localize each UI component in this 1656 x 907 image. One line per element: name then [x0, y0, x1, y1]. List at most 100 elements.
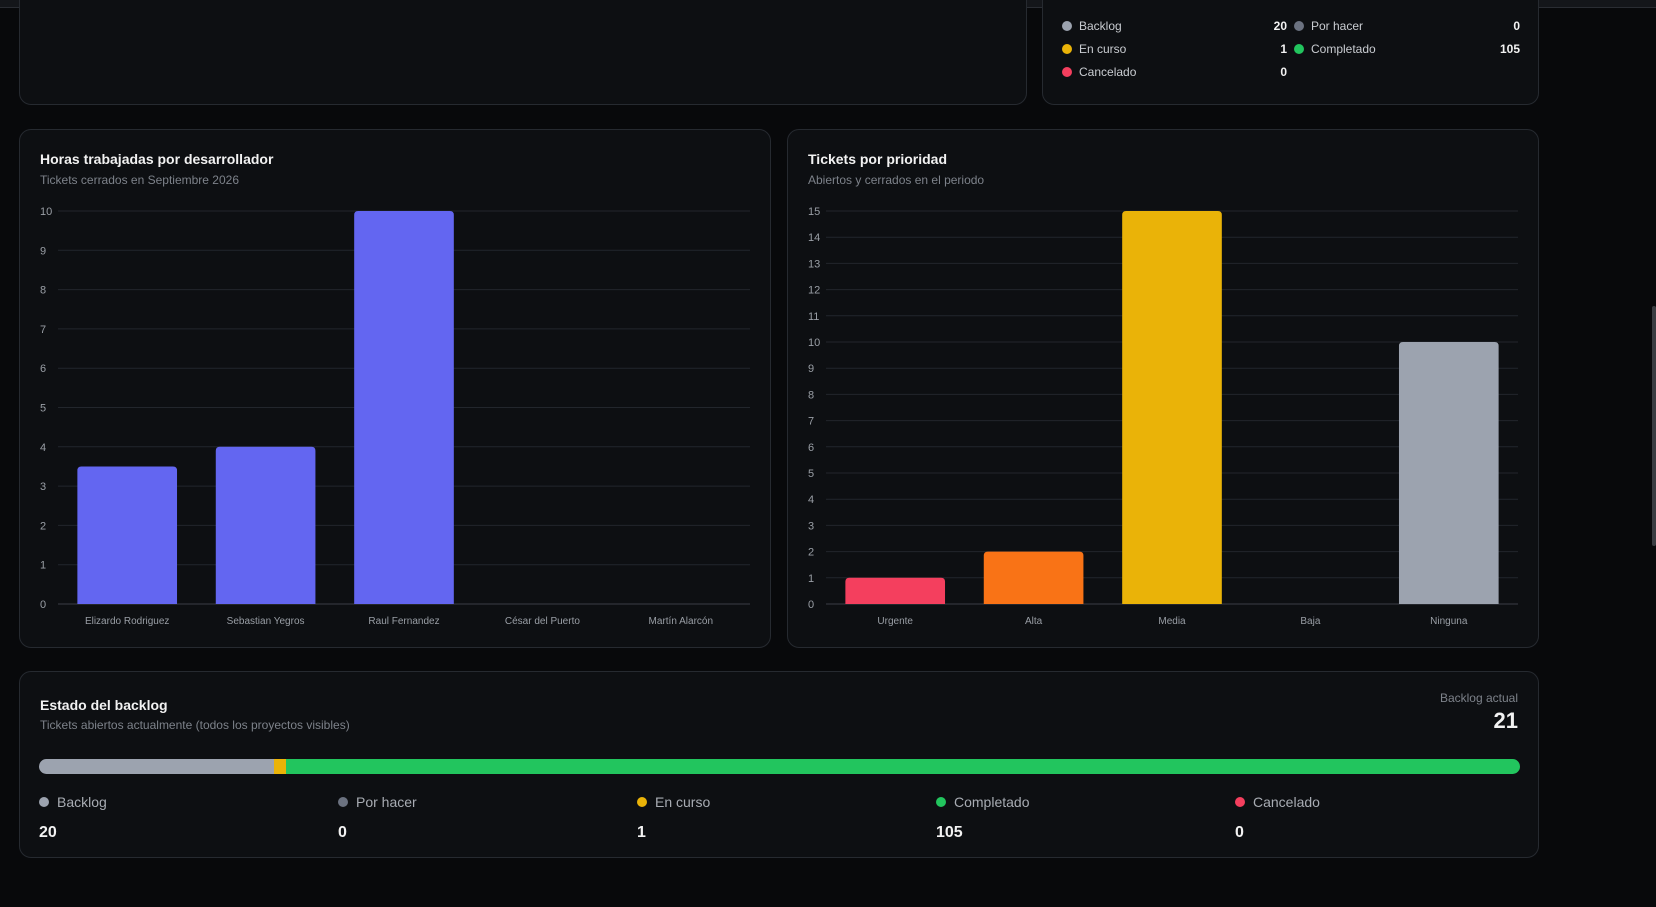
status-dot-icon: [1235, 797, 1245, 807]
priority-y-tick-label: 7: [808, 416, 814, 428]
summary-item-value: 0: [1280, 65, 1287, 79]
priority-y-tick-label: 4: [808, 494, 814, 506]
priority-y-tick-label: 12: [808, 285, 820, 297]
hours-chart-card: Horas trabajadas por desarrollador Ticke…: [19, 129, 771, 648]
hours-y-tick-label: 3: [40, 481, 46, 493]
hours-bar-elizardo-rodriguez[interactable]: [77, 466, 178, 604]
priority-x-tick-label: Baja: [1300, 616, 1320, 627]
backlog-item-por-hacer: Por hacer 0: [338, 794, 417, 842]
priority-x-tick-label: Urgente: [877, 616, 913, 627]
priority-y-tick-label: 15: [808, 206, 820, 218]
hours-y-tick-label: 7: [40, 324, 46, 336]
summary-item-completado: Completado: [1294, 42, 1376, 56]
priority-y-tick-label: 14: [808, 232, 820, 244]
hours-y-tick-label: 9: [40, 245, 46, 257]
hours-y-tick-label: 4: [40, 442, 46, 454]
summary-item-label: En curso: [1079, 42, 1127, 56]
hours-x-tick-label: Martín Alarcón: [649, 616, 713, 627]
hours-x-tick-label: César del Puerto: [505, 616, 580, 627]
stacked-segment-en-curso: [274, 759, 286, 774]
priority-y-tick-label: 9: [808, 363, 814, 375]
status-dot-icon: [338, 797, 348, 807]
hours-bar-raul-fernandez[interactable]: [354, 211, 454, 604]
priority-y-tick-label: 13: [808, 258, 820, 270]
hours-chart-title: Horas trabajadas por desarrollador: [40, 151, 274, 167]
status-dot-icon: [936, 797, 946, 807]
stacked-segment-completado: [285, 759, 1520, 774]
priority-y-tick-label: 6: [808, 442, 814, 454]
hours-bar-chart: 0 1 2 3 4 5 6 7 8 9 10 Elizardo Rodriguez Sebastian …: [40, 206, 750, 627]
status-dot-icon: [1062, 44, 1072, 54]
backlog-item-label: Por hacer: [356, 794, 417, 810]
priority-chart-title: Tickets por prioridad: [808, 151, 947, 167]
backlog-item-label: Cancelado: [1253, 794, 1320, 810]
hours-y-tick-label: 1: [40, 560, 46, 572]
priority-chart-card: Tickets por prioridad Abiertos y cerrado…: [787, 129, 1539, 648]
backlog-current-value: 21: [1493, 708, 1518, 733]
backlog-item-en-curso: En curso 1: [637, 794, 710, 842]
status-dot-icon: [1294, 44, 1304, 54]
backlog-item-value: 1: [637, 824, 646, 841]
status-dot-icon: [39, 797, 49, 807]
summary-item-backlog: Backlog: [1062, 19, 1122, 33]
backlog-item-completado: Completado 105: [936, 794, 1030, 842]
summary-item-en-curso: En curso: [1062, 42, 1126, 56]
status-dot-icon: [1294, 21, 1304, 31]
scrollbar-thumb[interactable]: [1652, 306, 1656, 546]
summary-item-label: Backlog: [1079, 19, 1122, 33]
priority-y-tick-label: 2: [808, 547, 814, 559]
hours-x-tick-label: Sebastian Yegros: [227, 616, 305, 627]
hours-y-tick-label: 6: [40, 363, 46, 375]
backlog-item-backlog: Backlog 20: [39, 794, 107, 842]
priority-x-tick-label: Media: [1158, 616, 1186, 627]
hours-chart-subtitle: Tickets cerrados en Septiembre 2026: [40, 173, 239, 187]
hours-y-tick-label: 5: [40, 403, 46, 415]
priority-y-tick-label: 0: [808, 599, 814, 611]
stacked-segment-backlog: [39, 759, 275, 774]
summary-item-label: Completado: [1311, 42, 1376, 56]
priority-y-tick-label: 3: [808, 520, 814, 532]
priority-y-tick-label: 1: [808, 573, 814, 585]
summary-item-por-hacer: Por hacer: [1294, 19, 1363, 33]
backlog-item-cancelado: Cancelado 0: [1235, 794, 1320, 842]
backlog-current-label: Backlog actual: [1439, 691, 1518, 705]
priority-y-tick-label: 11: [808, 311, 819, 323]
backlog-item-value: 20: [39, 824, 57, 841]
status-dot-icon: [1062, 21, 1072, 31]
hours-bar-sebastian-yegros[interactable]: [215, 446, 316, 604]
summary-item-value: 1: [1280, 42, 1287, 56]
summary-item-label: Cancelado: [1079, 65, 1137, 79]
priority-chart-subtitle: Abiertos y cerrados en el periodo: [808, 173, 985, 187]
summary-item-value: 0: [1513, 19, 1520, 33]
status-dot-icon: [1062, 67, 1072, 77]
priority-y-tick-label: 10: [808, 337, 820, 349]
summary-item-cancelado: Cancelado: [1062, 65, 1136, 79]
backlog-item-label: En curso: [655, 794, 711, 810]
status-summary-card: Backlog 20 Por hacer 0 En curso 1 Completado 10…: [1042, 0, 1539, 105]
hours-x-tick-label: Raul Fernandez: [368, 616, 439, 627]
backlog-item-value: 105: [936, 824, 963, 841]
hours-x-tick-label: Elizardo Rodriguez: [85, 616, 170, 627]
priority-x-tick-label: Alta: [1025, 616, 1043, 627]
backlog-item-value: 0: [1235, 824, 1244, 841]
hours-y-tick-label: 0: [40, 599, 46, 611]
status-dot-icon: [637, 797, 647, 807]
priority-bar-ninguna[interactable]: [1398, 342, 1499, 604]
backlog-item-label: Completado: [954, 794, 1030, 810]
hours-y-tick-label: 8: [40, 285, 46, 297]
backlog-item-value: 0: [338, 824, 347, 841]
backlog-title: Estado del backlog: [40, 697, 168, 713]
backlog-subtitle: Tickets abiertos actualmente (todos los …: [40, 718, 350, 732]
priority-y-tick-label: 8: [808, 389, 814, 401]
priority-x-tick-label: Ninguna: [1430, 616, 1468, 627]
backlog-item-label: Backlog: [57, 794, 107, 810]
summary-item-value: 105: [1499, 42, 1520, 56]
priority-bar-urgente[interactable]: [845, 577, 946, 604]
backlog-stacked-bar: [39, 759, 1520, 774]
priority-bar-media[interactable]: [1122, 211, 1222, 604]
top-left-card: [19, 0, 1027, 105]
priority-bar-alta[interactable]: [983, 551, 1084, 604]
backlog-card: Estado del backlog Tickets abiertos actu…: [19, 671, 1539, 858]
hours-y-tick-label: 10: [40, 206, 52, 218]
